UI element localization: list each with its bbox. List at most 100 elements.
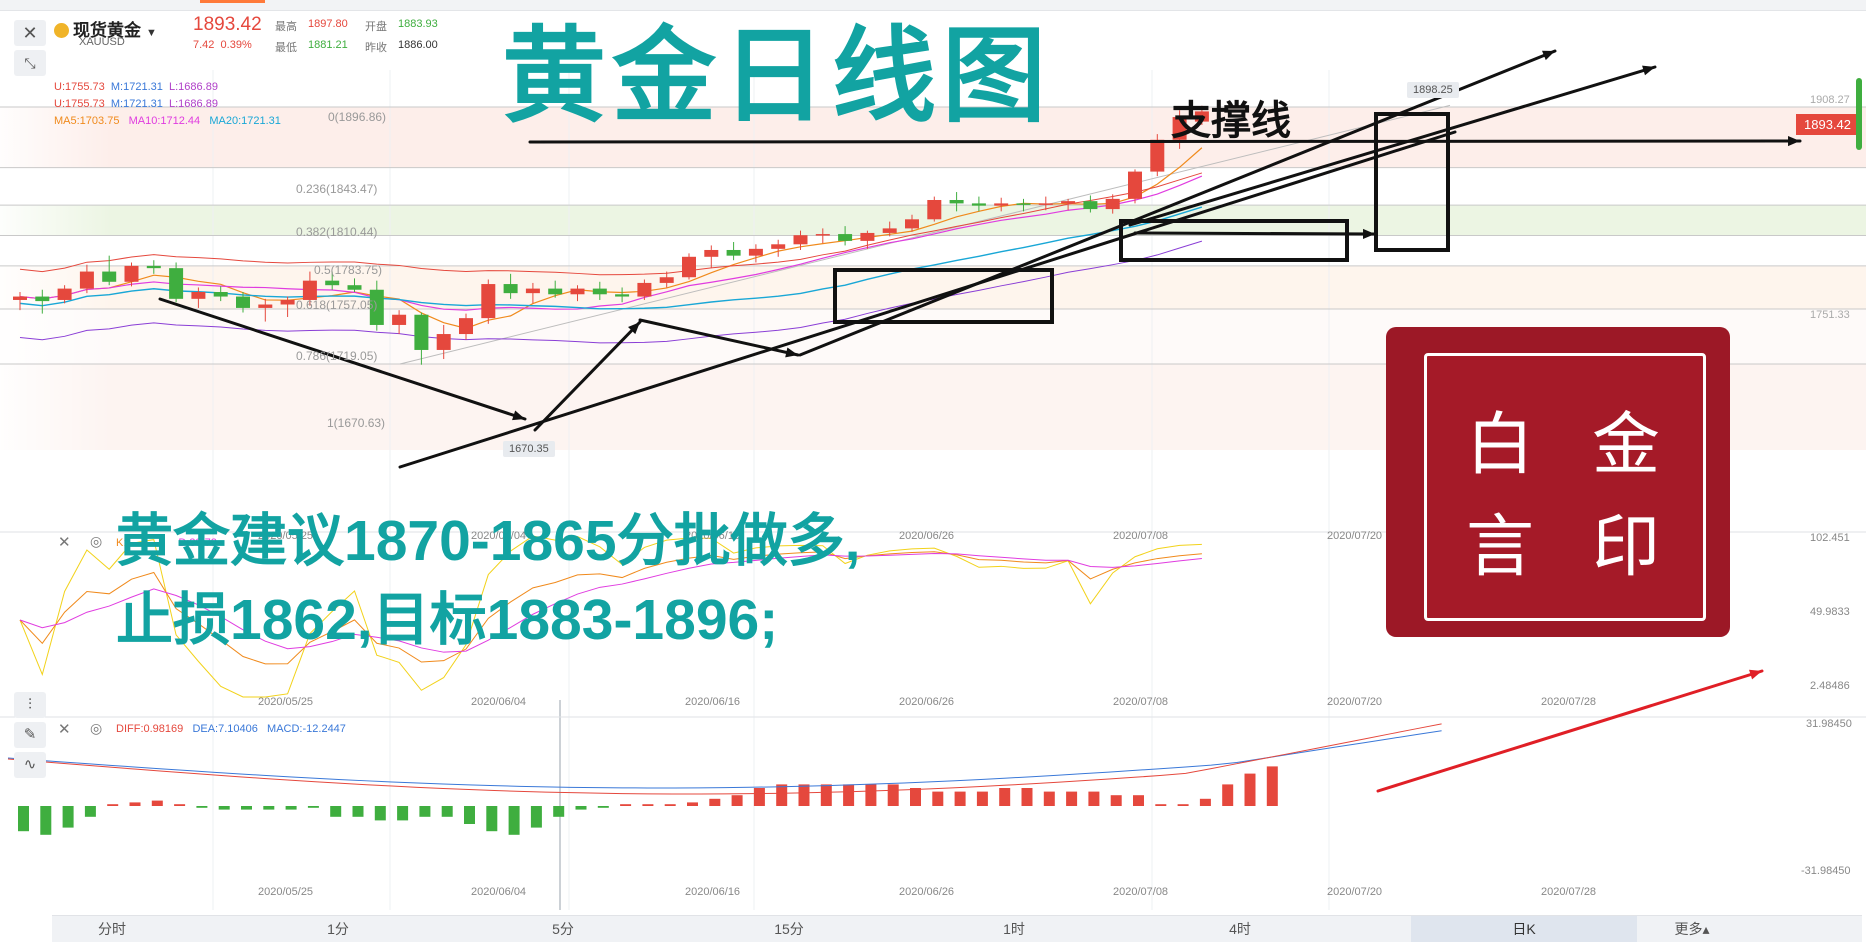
- macd-bar: [575, 806, 587, 810]
- candle-body: [1150, 139, 1165, 172]
- macd-bar: [352, 806, 364, 817]
- arrow-down-1-head: [512, 410, 525, 421]
- macd-bar: [174, 804, 186, 806]
- candle-body: [659, 277, 674, 283]
- candle-body: [927, 199, 942, 220]
- collapse-button[interactable]: ⤡: [14, 50, 46, 76]
- x-axis-date: 2020/07/28: [1541, 696, 1597, 708]
- candle-body: [302, 280, 317, 300]
- seal-char-1: 金: [1592, 406, 1661, 485]
- axis-label-mid: 1751.33: [1810, 309, 1850, 321]
- arrow-up-target: [798, 49, 1557, 357]
- kdj-lines: [19, 535, 1202, 698]
- macd-bar: [196, 806, 208, 808]
- arrow-up-target-head: [1542, 50, 1555, 61]
- high-marker: 1898.25: [1407, 82, 1459, 98]
- macd-bar: [441, 806, 453, 817]
- macd-close-button[interactable]: ✕: [58, 720, 71, 738]
- x-axis-date: 2020/07/20: [1327, 886, 1383, 898]
- arrow-down-1: [158, 297, 527, 421]
- candle-body: [13, 296, 27, 300]
- support-line-label: 支撑线: [1171, 99, 1291, 143]
- timeframe-8[interactable]: 更多▴: [1674, 921, 1710, 937]
- macd-diff-value: DIFF:0.98169: [116, 723, 184, 735]
- macd-bar: [107, 804, 119, 806]
- macd-dea-line: [7, 730, 1442, 789]
- candle-body: [459, 318, 473, 335]
- arrow-up-1-head: [628, 322, 640, 335]
- ma-legend: MA5:1703.75 MA10:1712.44 MA20:1721.31: [54, 115, 281, 127]
- candle-body: [525, 288, 540, 294]
- arrow-right-mid-head: [1363, 228, 1375, 240]
- candle-body: [815, 234, 830, 236]
- timeframe-5[interactable]: 1时: [1003, 921, 1025, 937]
- draw-tool-button[interactable]: ✎: [14, 722, 46, 748]
- x-axis-date: 2020/07/08: [1113, 530, 1169, 542]
- candle-body: [748, 248, 763, 256]
- last-price: 1893.42: [193, 14, 262, 35]
- macd-bar: [553, 806, 565, 817]
- kdj-close-button[interactable]: ✕: [58, 533, 71, 551]
- symbol-selector[interactable]: 现货黄金 ▼: [54, 16, 157, 41]
- candle-body: [414, 314, 429, 350]
- macd-bar: [374, 806, 386, 821]
- candle-body: [146, 265, 161, 269]
- fib-label-0618: 0.618(1757.05): [296, 298, 378, 312]
- timeframe-7[interactable]: 日K: [1411, 916, 1637, 942]
- macd-bar: [464, 806, 475, 824]
- open-label: 开盘: [365, 21, 387, 33]
- macd-bar: [709, 798, 721, 806]
- macd-bar: [330, 806, 342, 817]
- macd-bar: [18, 806, 29, 832]
- timeframe-3[interactable]: 5分: [552, 921, 574, 937]
- x-axis-date: 2020/07/08: [1113, 696, 1169, 708]
- prev-close-value: 1886.00: [398, 39, 438, 51]
- candle-body: [57, 288, 72, 300]
- candle-tool-button[interactable]: ⫶: [14, 692, 46, 718]
- price-change: 7.42 0.39%: [193, 39, 252, 51]
- candle-body: [236, 296, 250, 308]
- macd-red-arrow-head: [1749, 669, 1762, 680]
- timeframe-6[interactable]: 4时: [1229, 921, 1251, 937]
- x-axis-date: 2020/06/04: [471, 696, 527, 708]
- timeframe-4[interactable]: 15分: [774, 921, 804, 937]
- gold-coin-icon: [54, 23, 69, 38]
- candle-body: [169, 268, 184, 299]
- indicator-wave-icon: ∿: [23, 756, 37, 773]
- arrow-down-2-head: [785, 347, 798, 358]
- macd-bar: [597, 806, 609, 808]
- indicator-tool-button[interactable]: ∿: [14, 752, 46, 778]
- seal-char-2: 印: [1592, 508, 1661, 587]
- close-icon: ✕: [58, 721, 71, 738]
- close-panel-button[interactable]: ✕: [14, 20, 46, 46]
- prev-close-label: 昨收: [365, 42, 387, 54]
- macd-bar: [932, 791, 944, 806]
- macd-bar: [999, 788, 1011, 806]
- fib-label-0236: 0.236(1843.47): [296, 182, 378, 196]
- candle-body: [1105, 198, 1120, 210]
- scrollbar-thumb[interactable]: [1856, 78, 1862, 150]
- candle-body: [258, 304, 273, 308]
- candle-body: [905, 219, 919, 229]
- fib-label-0786: 0.786(1719.05): [296, 349, 378, 363]
- boll2-lower: L:1686.89: [169, 98, 218, 110]
- seal-inner: [1424, 353, 1706, 621]
- candle-body: [860, 232, 875, 241]
- macd-bar: [1177, 804, 1189, 806]
- overlay-title: 黄金日线图: [502, 19, 1053, 135]
- macd-bar: [843, 784, 855, 806]
- macd-settings-button[interactable]: ◎: [90, 720, 102, 737]
- x-axis-date: 2020/06/04: [471, 530, 527, 542]
- moving-average-lines: [19, 147, 1203, 344]
- macd-bar: [687, 802, 698, 806]
- candle-body: [392, 314, 407, 325]
- ma20-value: MA20:1721.31: [209, 115, 281, 127]
- boll-upper: U:1755.73: [54, 81, 105, 93]
- kdj-settings-button[interactable]: ◎: [90, 533, 102, 550]
- settings-icon: ◎: [90, 720, 103, 736]
- macd-bar: [976, 791, 988, 806]
- macd-red-arrow: [1376, 669, 1764, 793]
- macd-bar: [887, 784, 899, 806]
- timeframe-1[interactable]: 分时: [98, 921, 126, 937]
- timeframe-2[interactable]: 1分: [327, 921, 349, 937]
